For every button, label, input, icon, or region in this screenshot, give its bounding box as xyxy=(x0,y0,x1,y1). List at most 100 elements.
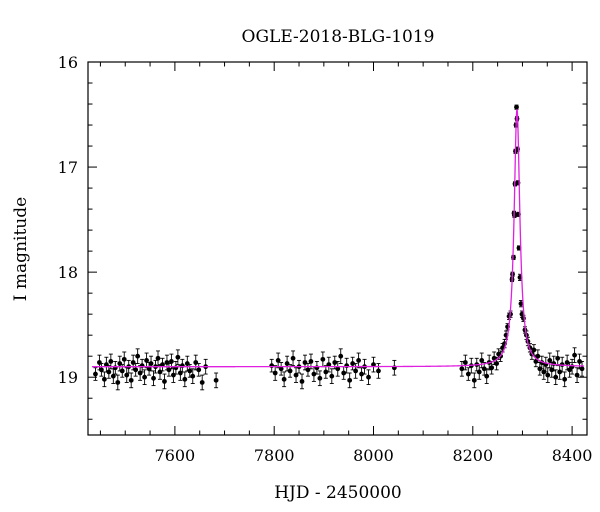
data-point xyxy=(341,370,347,376)
data-point xyxy=(193,360,199,365)
data-point xyxy=(338,353,344,359)
data-point xyxy=(117,361,123,366)
x-tick-label: 8000 xyxy=(353,446,394,465)
data-point xyxy=(476,369,482,375)
data-point xyxy=(182,376,188,382)
data-point xyxy=(146,366,152,372)
data-point xyxy=(302,360,308,365)
data-point xyxy=(275,358,281,363)
data-point xyxy=(175,354,181,360)
data-point xyxy=(287,368,293,374)
data-point xyxy=(356,358,362,363)
data-point xyxy=(479,358,485,363)
data-point xyxy=(124,372,130,378)
data-point xyxy=(311,371,317,377)
data-point xyxy=(514,104,519,110)
data-point xyxy=(137,370,143,376)
data-point xyxy=(106,369,112,375)
data-point xyxy=(553,374,559,380)
data-point xyxy=(190,373,196,379)
data-point xyxy=(272,370,278,376)
data-point xyxy=(284,361,290,366)
data-point xyxy=(555,355,561,361)
data-point xyxy=(187,368,193,374)
data-point xyxy=(353,368,359,374)
data-point xyxy=(549,367,555,373)
data-point xyxy=(121,356,127,362)
model-curve xyxy=(91,109,585,368)
data-point xyxy=(199,380,205,385)
data-point xyxy=(329,373,335,379)
x-tick-label: 8400 xyxy=(552,446,593,465)
data-point xyxy=(142,374,148,380)
data-point xyxy=(481,366,487,372)
data-point xyxy=(577,359,582,364)
data-point xyxy=(179,363,185,369)
data-point xyxy=(99,367,104,373)
data-point xyxy=(344,363,350,369)
data-point xyxy=(533,359,539,364)
data-point xyxy=(465,371,471,377)
x-axis-label: HJD - 2450000 xyxy=(274,483,402,503)
data-point xyxy=(278,366,284,372)
y-tick-label: 16 xyxy=(58,53,78,72)
data-point xyxy=(290,355,296,361)
data-point xyxy=(97,360,102,365)
data-point xyxy=(535,353,541,359)
data-point xyxy=(537,366,543,372)
x-tick-label: 7600 xyxy=(155,446,196,465)
data-point xyxy=(332,360,338,365)
data-point xyxy=(148,361,154,366)
data-point xyxy=(281,376,287,382)
data-point xyxy=(101,376,107,382)
data-point xyxy=(562,376,568,382)
y-tick-label: 18 xyxy=(58,263,78,282)
data-point xyxy=(196,367,202,373)
data-point xyxy=(110,373,116,379)
data-point xyxy=(213,377,219,383)
data-point xyxy=(572,352,577,358)
data-point xyxy=(162,379,167,384)
data-point xyxy=(155,355,161,361)
data-point xyxy=(293,372,299,378)
data-point xyxy=(103,362,109,368)
data-point xyxy=(366,374,371,380)
data-point xyxy=(564,360,570,365)
data-point xyxy=(308,359,314,364)
data-point xyxy=(184,361,190,366)
data-point xyxy=(269,363,275,369)
data-point xyxy=(130,360,136,365)
data-point xyxy=(139,363,145,369)
data-point xyxy=(459,366,465,372)
data-point xyxy=(169,359,174,364)
y-tick-label: 17 xyxy=(58,158,78,177)
data-point xyxy=(371,362,376,368)
x-tick-label: 7800 xyxy=(254,446,295,465)
data-point xyxy=(557,369,563,375)
axis-ticks: 7600 7800 8000 8200 8400 16 17 18 19 xyxy=(58,53,593,465)
chart-title: OGLE-2018-BLG-1019 xyxy=(242,27,435,47)
data-point xyxy=(171,372,176,378)
data-point xyxy=(494,361,500,366)
data-point xyxy=(326,362,332,368)
data-point xyxy=(547,358,553,363)
data-point xyxy=(157,369,163,375)
data-point xyxy=(108,359,114,364)
data-point xyxy=(541,369,547,375)
plot-frame xyxy=(87,61,588,436)
data-point xyxy=(299,379,305,384)
data-point xyxy=(518,301,524,307)
data-point xyxy=(133,367,139,373)
data-point xyxy=(462,360,468,365)
data-point xyxy=(335,366,341,372)
data-point xyxy=(531,347,537,353)
data-point xyxy=(164,360,170,365)
data-point xyxy=(489,365,495,371)
x-tick-label: 8200 xyxy=(452,446,493,465)
data-point xyxy=(177,370,183,376)
data-point xyxy=(160,362,165,368)
data-point xyxy=(347,377,353,383)
data-point xyxy=(376,368,381,374)
data-point xyxy=(359,371,364,377)
